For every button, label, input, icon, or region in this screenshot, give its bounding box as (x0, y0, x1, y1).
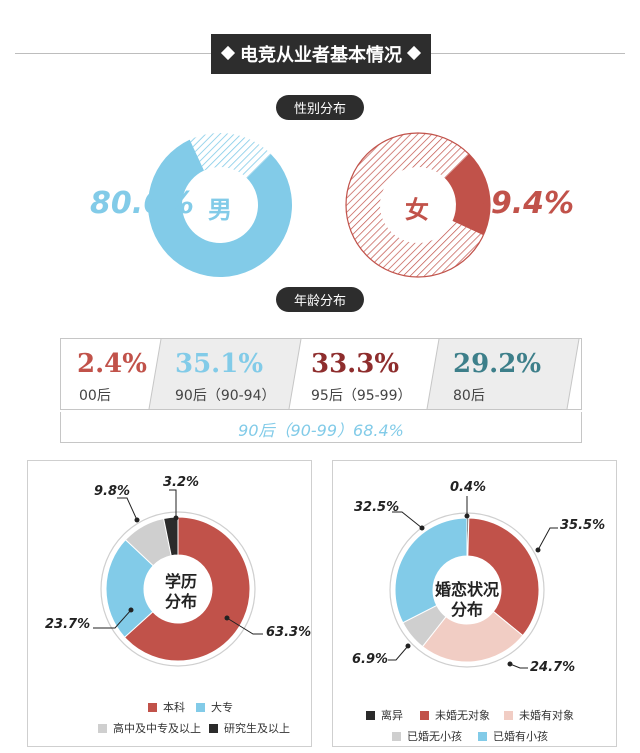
education-leaders (93, 489, 263, 635)
legend-marital-married-nokids: 已婚无小孩 (392, 728, 462, 744)
legend-swatch (366, 710, 375, 720)
female-label: 女 (405, 196, 429, 224)
male-slice (148, 139, 292, 277)
age-value-95: 33.3% (311, 349, 400, 379)
marital-label-single: 35.5% (560, 518, 606, 533)
gender-charts (148, 132, 491, 278)
age-label-00: 00后 (79, 388, 111, 404)
age-value-00: 2.4% (77, 349, 147, 379)
legend-education-highschool: 高中及中专及以上 (98, 720, 201, 736)
male-donut (148, 133, 292, 277)
age-cell-00: 2.4% 00后 (61, 339, 161, 409)
marital-panel (332, 460, 617, 747)
female-donut (345, 132, 491, 278)
legend-swatch (392, 731, 401, 741)
education-donut (100, 511, 256, 667)
marital-label-married-kids: 32.5% (354, 500, 400, 515)
male-label: 男 (208, 196, 232, 224)
female-percentage: 19.4% (470, 186, 575, 221)
marital-center-line2: 分布 (450, 600, 483, 619)
age-pill: 年龄分布 (276, 287, 364, 312)
education-label-bachelor: 63.3% (266, 625, 312, 640)
age-cell-95: 33.3% 95后（95-99） (301, 339, 439, 409)
marital-center-label: 婚恋状况 分布 (427, 580, 507, 620)
gender-pill: 性别分布 (276, 95, 364, 120)
marital-leader-dots (405, 513, 541, 667)
legend-marital-divorced: 离异 (366, 707, 403, 723)
header-rule-right (431, 53, 625, 54)
slice-married-kids (394, 517, 468, 624)
slice-dating (421, 610, 524, 663)
marital-label-dating: 24.7% (530, 660, 576, 675)
education-center-label: 学历 分布 (151, 572, 211, 612)
legend-swatch (196, 702, 205, 712)
male-hatched-remainder (189, 133, 271, 179)
age-cell-80: 29.2% 80后 (439, 339, 579, 409)
age-shading (148, 339, 580, 409)
legend-swatch (209, 723, 218, 733)
age-table: 2.4% 00后 35.1% 90后（90-94） 33.3% 95后（95-9… (60, 338, 582, 410)
female-hatched-remainder (346, 132, 484, 277)
marital-donut (389, 512, 545, 668)
legend-swatch (98, 723, 107, 733)
diamond-right-icon (406, 45, 422, 61)
marital-leaders (388, 496, 558, 669)
diamond-left-icon (220, 45, 236, 61)
legend-education-bachelor: 本科 (148, 699, 185, 715)
legend-marital-single: 未婚无对象 (420, 707, 490, 723)
slice-single (467, 517, 540, 637)
legend-swatch (504, 710, 513, 720)
education-chart (93, 489, 263, 667)
education-center-line1: 学历 (164, 572, 197, 591)
age-cell-90: 35.1% 90后（90-94） (161, 339, 301, 409)
female-slice (444, 154, 490, 236)
marital-chart (388, 496, 558, 669)
age-label-95: 95后（95-99） (311, 388, 412, 404)
age-value-80: 29.2% (453, 349, 542, 379)
legend-swatch (420, 710, 429, 720)
marital-center-line1: 婚恋状况 (434, 580, 499, 599)
female-outline (345, 132, 491, 278)
page-title-banner: 电竞从业者基本情况 (211, 34, 431, 74)
age-summary-row: 90后（90-99）68.4% (60, 412, 582, 443)
slice-college (105, 539, 154, 638)
legend-education-college: 大专 (196, 699, 233, 715)
education-panel (27, 460, 312, 747)
education-center-line2: 分布 (164, 592, 197, 611)
education-label-college: 23.7% (45, 617, 91, 632)
legend-education-grad: 研究生及以上 (209, 720, 290, 736)
age-label-90: 90后（90-94） (175, 388, 276, 404)
education-label-grad: 3.2% (163, 475, 200, 490)
education-label-highschool: 9.8% (94, 484, 131, 499)
age-value-90: 35.1% (175, 349, 264, 379)
legend-swatch (478, 731, 487, 741)
age-label-80: 80后 (453, 388, 485, 404)
slice-grad (163, 516, 179, 557)
education-outer-ring (100, 511, 256, 667)
header-rule-left (15, 53, 211, 54)
marital-label-married-nokids: 6.9% (352, 652, 389, 667)
slice-bachelor (123, 516, 251, 662)
legend-swatch (148, 702, 157, 712)
education-leader-dots (128, 515, 230, 621)
page-title: 电竞从业者基本情况 (240, 45, 402, 66)
marital-label-divorced: 0.4% (450, 480, 487, 495)
male-percentage: 80.6% (90, 186, 195, 221)
legend-marital-dating: 未婚有对象 (504, 707, 574, 723)
age-summary: 90后（90-99）68.4% (238, 421, 404, 440)
legend-marital-married-kids: 已婚有小孩 (478, 728, 548, 744)
